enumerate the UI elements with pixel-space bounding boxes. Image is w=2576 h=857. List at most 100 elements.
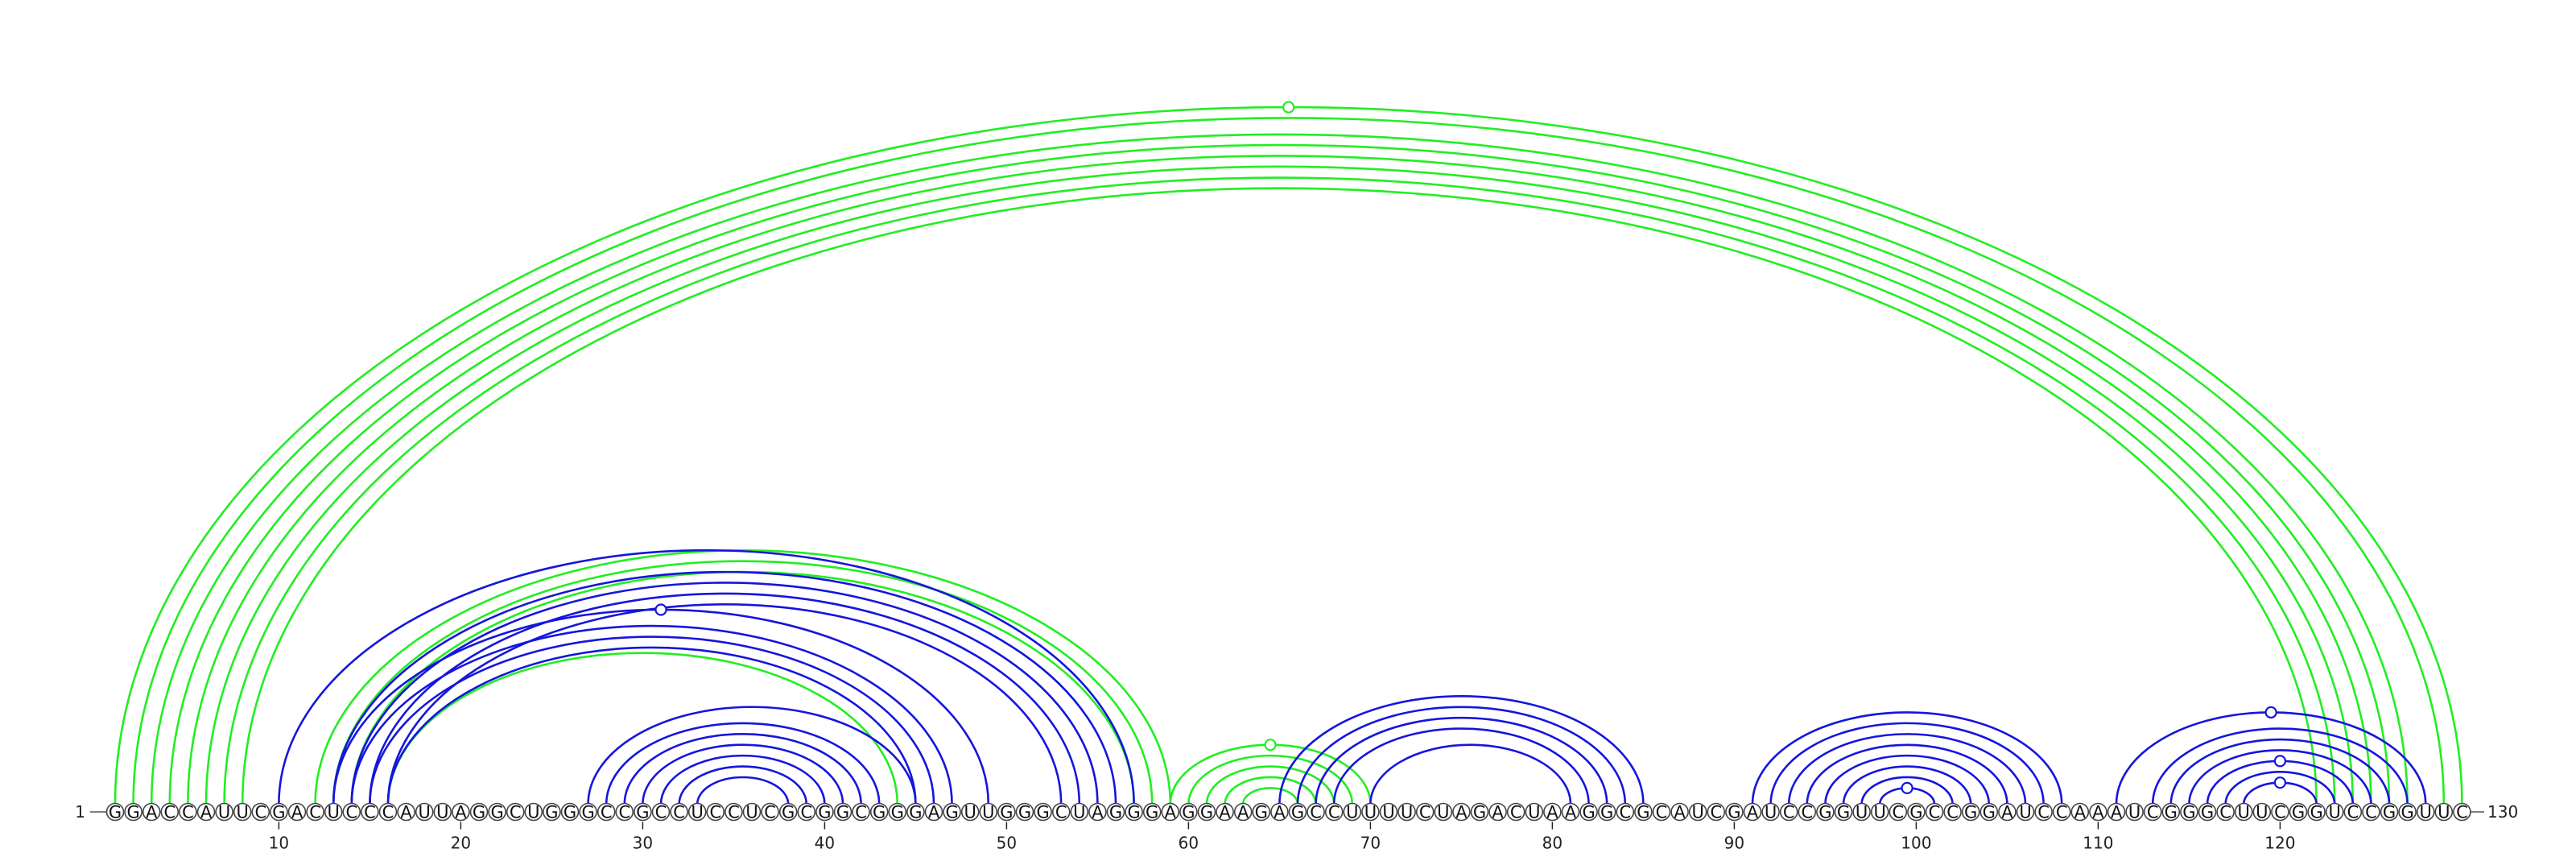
tick-label-90: 90 — [1724, 834, 1744, 853]
nucleotide-circle — [1870, 802, 1889, 822]
nucleotide-circle — [1761, 802, 1780, 822]
tick-label-100: 100 — [1901, 834, 1931, 853]
nucleotide-letter: C — [2274, 803, 2286, 822]
blue-arc-68-82 — [1332, 727, 1590, 805]
nucleotide: C — [1798, 803, 1817, 822]
nucleotide-circle — [1288, 802, 1307, 822]
nucleotide-letter: G — [945, 803, 958, 822]
nucleotide-letter: C — [1946, 803, 1959, 822]
nucleotide-circle — [2016, 802, 2035, 822]
nucleotide-circle — [2453, 802, 2471, 822]
nucleotide-letter: U — [1401, 803, 1413, 822]
nucleotide-letter: C — [2056, 803, 2068, 822]
nucleotide: C — [852, 803, 870, 822]
nucleotide: G — [1034, 803, 1052, 822]
nucleotide-letter: A — [1674, 803, 1686, 822]
nucleotide-circle — [124, 802, 142, 822]
nucleotide: G — [1634, 803, 1653, 822]
nucleotide: C — [670, 803, 688, 822]
blue-arc-marker-111-128 — [2264, 706, 2277, 719]
nucleotide: G — [1288, 802, 1307, 822]
green-arc-16-44 — [386, 652, 899, 805]
nucleotide-letter: C — [1619, 803, 1631, 822]
nucleotide-letter: C — [510, 803, 522, 822]
nucleotide: G — [869, 803, 889, 822]
nucleotide: U — [1070, 802, 1089, 822]
nucleotide-circle — [979, 802, 998, 822]
nucleotide-letter: G — [545, 803, 558, 822]
nucleotide: U — [524, 802, 543, 822]
nucleotide: U — [1361, 803, 1380, 822]
nucleotide-letter: A — [1455, 803, 1468, 822]
nucleotide-letter: G — [1728, 803, 1740, 822]
nucleotide: A — [2107, 803, 2126, 822]
nucleotide-letter: G — [636, 803, 649, 822]
blue-arc-93-106 — [1787, 732, 2027, 805]
nucleotide-circle — [1470, 802, 1489, 822]
nucleotide-letter: C — [855, 803, 867, 822]
nucleotide: G — [2307, 803, 2326, 822]
nucleotide-letter: A — [455, 803, 467, 822]
nucleotide-circle — [1179, 802, 1198, 822]
nucleotide-circle — [2325, 802, 2344, 822]
nucleotide-circle — [1070, 802, 1089, 822]
nucleotide-letter: C — [1710, 803, 1722, 822]
nucleotide-letter: G — [2401, 803, 2413, 822]
nucleotide: G — [1579, 803, 1598, 822]
nucleotide-letter: C — [2347, 803, 2359, 822]
blue-arc-marker-13-49 — [654, 603, 667, 616]
nucleotide-circle — [1252, 802, 1271, 822]
nucleotide-circle — [524, 802, 543, 822]
nucleotide-letter: G — [2383, 803, 2396, 822]
nucleotide-circle — [2398, 802, 2417, 822]
nucleotide: U — [433, 803, 452, 822]
blue-arc-70-81 — [1369, 743, 1572, 805]
nucleotide-circle — [1725, 802, 1744, 822]
nucleotide-circle — [361, 802, 379, 822]
nucleotide-circle — [687, 802, 707, 822]
nucleotide: C — [2143, 803, 2162, 822]
green-arc-14-57 — [350, 570, 1135, 805]
nucleotide-letter: C — [709, 803, 721, 822]
nucleotide-circle — [906, 802, 925, 822]
nucleotide-circle — [2434, 802, 2454, 822]
nucleotide-letter: A — [1237, 803, 1249, 822]
nucleotide: G — [1470, 802, 1489, 822]
nucleotide-letter: G — [473, 803, 485, 822]
nucleotide-letter: U — [527, 803, 539, 822]
nucleotide-letter: C — [163, 803, 175, 822]
nucleotide-letter: U — [1874, 803, 1886, 822]
blue-arc-33-38 — [696, 776, 790, 805]
nucleotide-letter: G — [1018, 803, 1031, 822]
nucleotide: G — [888, 803, 907, 822]
nucleotide-circle — [1233, 802, 1253, 822]
green-arc-8-122 — [241, 187, 2318, 805]
nucleotide-circle — [2416, 802, 2435, 822]
nucleotide-circle — [1670, 802, 1689, 822]
nucleotide-circle — [1216, 802, 1234, 822]
nucleotide-letter: C — [2365, 803, 2377, 822]
nucleotide: C — [1652, 803, 1671, 822]
blue-arc-65-85 — [1278, 695, 1645, 805]
nucleotide: G — [560, 803, 580, 822]
nucleotide: U — [324, 803, 343, 822]
nucleotide-circle — [2180, 802, 2198, 822]
nucleotide: U — [1343, 803, 1362, 822]
nucleotide: C — [2034, 802, 2053, 822]
end-label: 130 — [2487, 802, 2518, 822]
nucleotide: G — [778, 803, 798, 822]
nucleotide-circle — [724, 802, 743, 822]
nucleotide: C — [1051, 802, 1071, 822]
blue-arc-14-47 — [350, 624, 953, 805]
nucleotide-letter: C — [1656, 803, 1668, 822]
nucleotide-circle — [2034, 802, 2053, 822]
nucleotide-circle — [1961, 802, 1980, 822]
nucleotide-letter: C — [254, 803, 266, 822]
nucleotide-circle — [105, 802, 125, 822]
green-arc-5-125 — [187, 155, 2372, 805]
blue-arc-30-41 — [642, 743, 844, 805]
nucleotide-circle — [2289, 802, 2308, 822]
nucleotide-circle — [1051, 802, 1071, 822]
nucleotide-letter: U — [1346, 803, 1358, 822]
green-arc-63-66 — [1241, 787, 1299, 805]
